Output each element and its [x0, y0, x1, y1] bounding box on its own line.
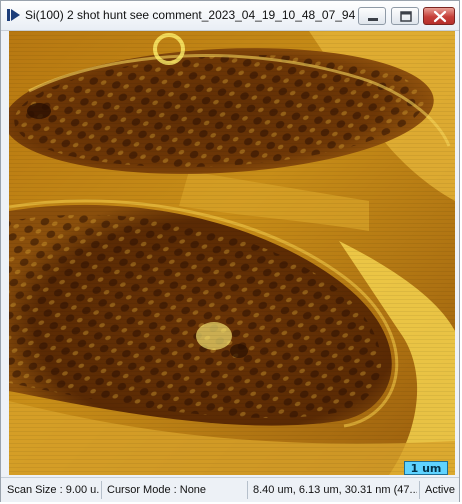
topography-image[interactable]: 1 um	[9, 31, 455, 475]
cursor-readout-status: 8.40 um, 6.13 um, 30.31 nm (47...	[253, 484, 417, 496]
maximize-icon	[400, 11, 412, 22]
minimize-button[interactable]	[358, 7, 386, 25]
status-bar: Scan Size : 9.00 u... Cursor Mode : None…	[1, 477, 459, 502]
scale-bar: 1 um	[404, 461, 448, 475]
cursor-mode-status: Cursor Mode : None	[107, 484, 207, 496]
active-status: Active	[425, 484, 455, 496]
close-icon	[433, 10, 447, 23]
title-bar[interactable]: Si(100) 2 shot hunt see comment_2023_04_…	[1, 1, 459, 31]
close-button[interactable]	[423, 7, 455, 25]
play-triangle-icon[interactable]	[7, 8, 21, 22]
status-divider	[101, 481, 102, 499]
topography-map	[9, 31, 455, 475]
window-title: Si(100) 2 shot hunt see comment_2023_04_…	[25, 8, 355, 22]
status-divider	[247, 481, 248, 499]
minimize-icon	[368, 18, 378, 21]
maximize-button[interactable]	[391, 7, 419, 25]
status-divider	[419, 481, 420, 499]
scan-size-status: Scan Size : 9.00 u...	[7, 484, 100, 496]
